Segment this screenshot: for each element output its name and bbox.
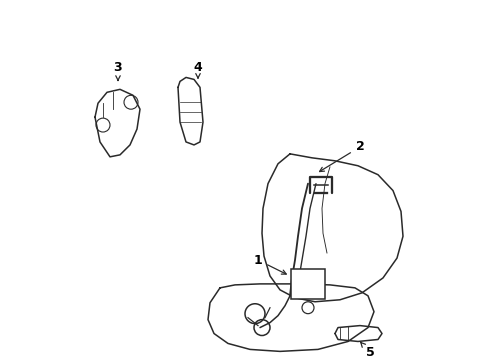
Text: 2: 2 [319, 140, 364, 172]
FancyBboxPatch shape [290, 269, 325, 299]
Text: 1: 1 [253, 253, 285, 274]
Text: 3: 3 [113, 61, 122, 80]
Text: 5: 5 [360, 342, 374, 359]
Text: 4: 4 [193, 61, 202, 78]
